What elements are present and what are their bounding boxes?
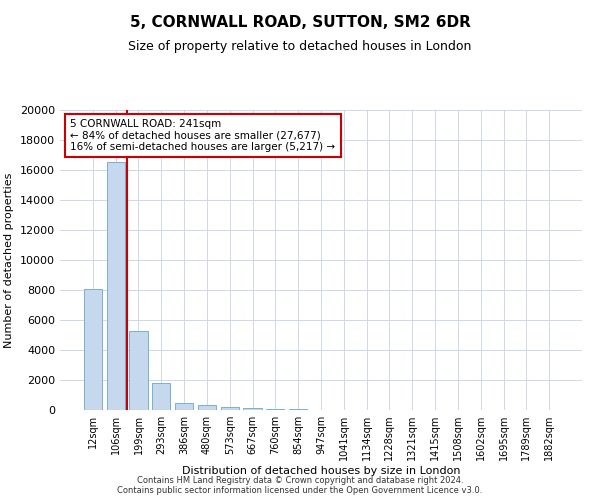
Text: Contains HM Land Registry data © Crown copyright and database right 2024.
Contai: Contains HM Land Registry data © Crown c… (118, 476, 482, 495)
Text: Size of property relative to detached houses in London: Size of property relative to detached ho… (128, 40, 472, 53)
Y-axis label: Number of detached properties: Number of detached properties (4, 172, 14, 348)
Text: 5, CORNWALL ROAD, SUTTON, SM2 6DR: 5, CORNWALL ROAD, SUTTON, SM2 6DR (130, 15, 470, 30)
X-axis label: Distribution of detached houses by size in London: Distribution of detached houses by size … (182, 466, 460, 476)
Bar (289, 409, 307, 410)
Bar (152, 383, 170, 410)
Bar (175, 402, 193, 410)
Bar (107, 162, 125, 410)
Bar (244, 408, 262, 410)
Bar (130, 330, 148, 410)
Bar (266, 408, 284, 410)
Bar (84, 289, 102, 410)
Bar (221, 407, 239, 410)
Text: 5 CORNWALL ROAD: 241sqm
← 84% of detached houses are smaller (27,677)
16% of sem: 5 CORNWALL ROAD: 241sqm ← 84% of detache… (70, 119, 335, 152)
Bar (198, 405, 216, 410)
